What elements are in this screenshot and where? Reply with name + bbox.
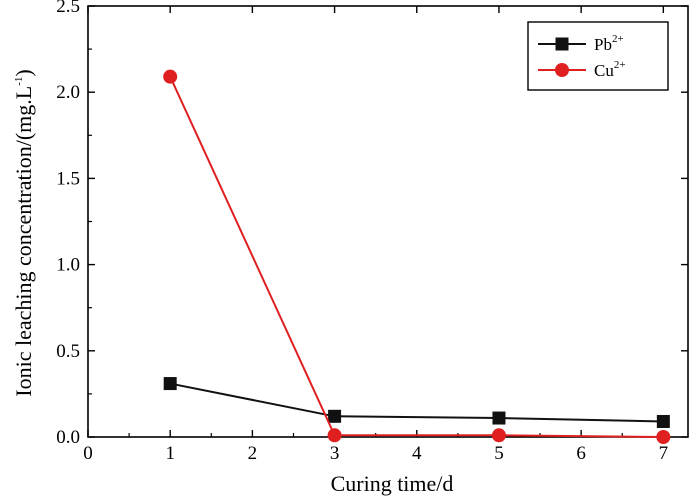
x-tick-label: 2 bbox=[248, 443, 258, 464]
data-point bbox=[163, 377, 177, 391]
x-tick-label: 6 bbox=[576, 443, 586, 464]
legend-item-cu: Cu2+ bbox=[538, 59, 626, 80]
series-layer bbox=[163, 69, 671, 444]
x-axis-title: Curing time/d bbox=[331, 471, 454, 496]
series-pb bbox=[163, 377, 670, 428]
y-axis-ticks: 0.0 0.5 1.0 1.5 2.0 2.5 bbox=[56, 0, 688, 448]
x-tick-label: 3 bbox=[330, 443, 340, 464]
legend-marker bbox=[555, 37, 569, 51]
legend-label: Pb2+ bbox=[594, 33, 624, 54]
y-tick-label: 1.0 bbox=[56, 255, 80, 276]
x-tick-label: 1 bbox=[165, 443, 175, 464]
series-line bbox=[169, 76, 664, 438]
y-axis-title-close: ) bbox=[11, 69, 36, 76]
data-point bbox=[163, 69, 178, 84]
data-point bbox=[491, 428, 506, 443]
x-tick-label: 7 bbox=[659, 443, 669, 464]
series-line bbox=[169, 382, 664, 423]
legend-marker bbox=[555, 63, 569, 77]
data-point bbox=[327, 428, 342, 443]
data-point bbox=[328, 409, 342, 423]
y-tick-label: 2.5 bbox=[56, 0, 80, 17]
y-tick-label: 0.5 bbox=[56, 341, 80, 362]
legend: Pb2+ Cu2+ bbox=[527, 21, 669, 91]
legend-label: Cu2+ bbox=[594, 59, 626, 80]
data-point bbox=[656, 414, 670, 428]
x-tick-label: 5 bbox=[494, 443, 504, 464]
y-axis-title-superscript: -1 bbox=[13, 77, 25, 86]
x-tick-label: 4 bbox=[412, 443, 422, 464]
x-tick-label: 0 bbox=[83, 443, 93, 464]
y-tick-label: 0.0 bbox=[56, 427, 80, 448]
y-tick-label: 1.5 bbox=[56, 168, 80, 189]
y-axis-title: Ionic leaching concentration/(mg.L-1) bbox=[11, 69, 36, 396]
y-tick-label: 2.0 bbox=[56, 82, 80, 103]
legend-item-pb: Pb2+ bbox=[538, 33, 624, 54]
series-cu bbox=[163, 69, 671, 444]
legend-box bbox=[527, 21, 669, 91]
data-point bbox=[656, 430, 671, 444]
data-point bbox=[492, 411, 506, 425]
y-axis-title-main: Ionic leaching concentration/(mg.L bbox=[11, 86, 36, 397]
